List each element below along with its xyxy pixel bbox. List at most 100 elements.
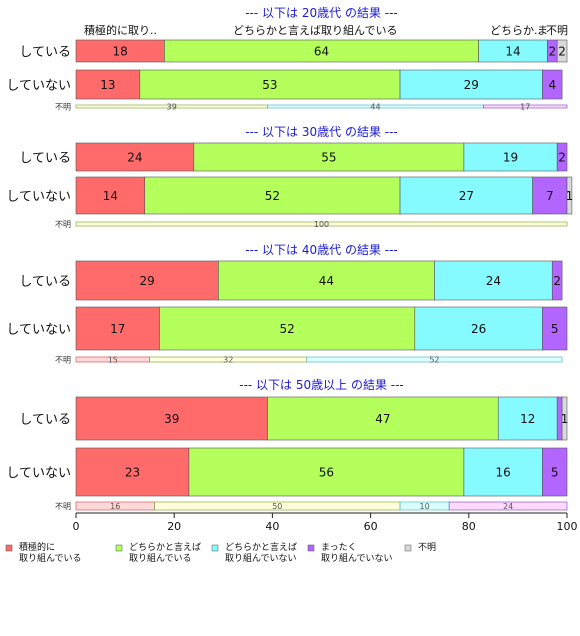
- top-category-label: どちらか..: [490, 24, 541, 37]
- unknown-segment-label: 15: [108, 356, 118, 365]
- legend-label: 不明: [418, 542, 436, 553]
- legend-label: 取り組んでいる: [19, 552, 82, 564]
- legend-swatch: [115, 544, 123, 552]
- legend-label: どちらかと言えば: [129, 541, 201, 553]
- panel-title: --- 以下は 50歳以上 の結果 ---: [239, 378, 404, 392]
- top-category-label: 不明: [546, 24, 568, 37]
- segment-value-label: 47: [375, 412, 390, 426]
- segment-value-label: 52: [279, 322, 294, 336]
- legend-label: 積極的に: [19, 541, 55, 553]
- unknown-segment-label: 16: [110, 502, 120, 511]
- unknown-segment-label: 32: [223, 356, 233, 365]
- bar-segment: [75, 69, 141, 100]
- segment-value-label: 44: [319, 274, 334, 288]
- unknown-row-label: 不明: [55, 220, 71, 229]
- segment-value-label: 23: [125, 466, 140, 480]
- segment-value-label: 53: [262, 78, 277, 92]
- unknown-row-label: 不明: [55, 356, 71, 365]
- x-tick-label: 100: [557, 520, 578, 533]
- unknown-segment-label: 17: [520, 103, 530, 112]
- segment-value-label: 29: [140, 274, 155, 288]
- bar-segment: [542, 447, 568, 497]
- unknown-bar-segment: [306, 356, 563, 363]
- segment-value-label: 13: [100, 78, 115, 92]
- segment-value-label: 1: [561, 412, 569, 426]
- legend-swatch: [404, 544, 412, 552]
- row-label: していない: [6, 190, 71, 205]
- top-category-label: ま: [537, 24, 548, 37]
- x-tick-label: 20: [167, 520, 181, 533]
- bar-segment: [463, 447, 543, 497]
- row-label: していない: [6, 466, 71, 481]
- x-tick-label: 60: [364, 520, 378, 533]
- unknown-segment-label: 44: [370, 103, 380, 112]
- bar-segment: [75, 176, 146, 215]
- unknown-segment-label: 100: [314, 220, 329, 229]
- panel-title: --- 以下は 20歳代 の結果 ---: [245, 6, 398, 20]
- segment-value-label: 2: [558, 45, 566, 59]
- legend-label: どちらかと言えば: [225, 541, 297, 553]
- segment-value-label: 19: [503, 151, 518, 165]
- segment-value-label: 1: [566, 189, 574, 203]
- segment-value-label: 4: [548, 78, 556, 92]
- legend-swatch: [211, 544, 219, 552]
- bar-segment: [399, 176, 533, 215]
- bar-segment: [551, 260, 563, 301]
- segment-value-label: 55: [321, 151, 336, 165]
- segment-value-label: 24: [127, 151, 142, 165]
- bar-segment: [556, 142, 568, 172]
- top-category-label: どちらかと言えば取り組んでいる: [233, 24, 397, 37]
- segment-value-label: 2: [548, 45, 556, 59]
- segment-value-label: 64: [314, 45, 329, 59]
- unknown-bar-segment: [448, 501, 568, 511]
- bar-segment: [188, 447, 465, 497]
- x-tick-label: 40: [265, 520, 279, 533]
- legend-swatch: [307, 544, 315, 552]
- bar-segment: [497, 396, 558, 441]
- segment-value-label: 16: [496, 466, 511, 480]
- bar-segment: [267, 396, 499, 441]
- bar-segment: [414, 306, 543, 351]
- bar-segment: [159, 306, 416, 351]
- segment-value-label: 5: [551, 466, 559, 480]
- segment-value-label: 29: [464, 78, 479, 92]
- bar-segment: [399, 69, 543, 100]
- legend-label: 取り組んでいない: [225, 552, 297, 564]
- unknown-segment-label: 24: [503, 502, 513, 511]
- bar-segment: [434, 260, 553, 301]
- bar-segment: [566, 176, 573, 215]
- panel-title: --- 以下は 30歳代 の結果 ---: [245, 125, 398, 139]
- bar-segment: [542, 69, 563, 100]
- row-label: している: [19, 151, 71, 166]
- segment-value-label: 56: [319, 466, 334, 480]
- row-label: している: [19, 413, 71, 428]
- legend-label: 取り組んでいない: [321, 552, 393, 564]
- segment-value-label: 17: [110, 322, 125, 336]
- row-label: している: [19, 275, 71, 290]
- segment-value-label: 24: [486, 274, 501, 288]
- bar-segment: [193, 142, 465, 172]
- bar-segment: [139, 69, 401, 100]
- segment-value-label: 5: [551, 322, 559, 336]
- row-label: していない: [6, 79, 71, 94]
- unknown-segment-label: 50: [272, 502, 282, 511]
- segment-value-label: 12: [520, 412, 535, 426]
- segment-value-label: 7: [546, 189, 554, 203]
- x-tick-label: 0: [73, 520, 80, 533]
- legend-swatch: [5, 544, 13, 552]
- panel-title: --- 以下は 40歳代 の結果 ---: [245, 243, 398, 257]
- segment-value-label: 2: [558, 151, 566, 165]
- unknown-row-label: 不明: [55, 103, 71, 112]
- unknown-segment-label: 10: [420, 502, 430, 511]
- segment-value-label: 27: [459, 189, 474, 203]
- segment-value-label: 26: [471, 322, 486, 336]
- legend-label: 取り組んでいる: [129, 552, 192, 564]
- unknown-bar-segment: [483, 104, 568, 109]
- top-category-label: 積極的に取り..: [84, 23, 157, 37]
- segment-value-label: 2: [553, 274, 561, 288]
- bar-segment: [75, 142, 195, 172]
- unknown-segment-label: 52: [429, 356, 439, 365]
- unknown-row-label: 不明: [55, 502, 71, 511]
- segment-value-label: 52: [265, 189, 280, 203]
